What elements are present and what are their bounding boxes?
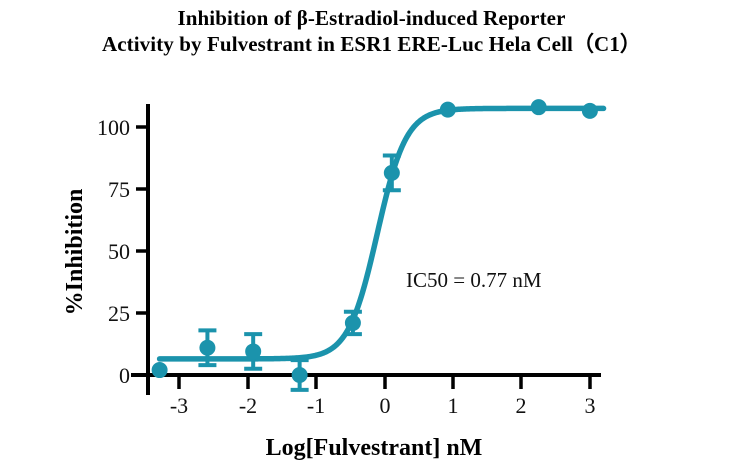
data-point-marker: [199, 339, 216, 356]
ic50-annotation: IC50 = 0.77 nM: [406, 268, 542, 292]
x-tick-label-2: 2: [516, 393, 527, 418]
chart-title-line-1: Inhibition of β-Estradiol-induced Report…: [177, 6, 566, 30]
data-point-marker: [291, 367, 308, 383]
x-tick-label--1: -1: [307, 393, 325, 418]
y-axis-title: %Inhibition: [62, 189, 88, 316]
y-tick-label-0: 0: [119, 363, 130, 388]
x-tick-label-1: 1: [448, 393, 459, 418]
chart-title: Inhibition of β-Estradiol-induced Report…: [0, 6, 743, 57]
x-tick-label--3: -3: [170, 393, 188, 418]
y-axis-tick-labels: 0 25 50 75 100: [97, 115, 130, 388]
y-axis-ticks: [136, 125, 148, 377]
x-axis-tick-labels: -3 -2 -1 0 1 2 3: [170, 393, 596, 418]
x-tick-label-3: 3: [585, 393, 596, 418]
x-axis-title: Log[Fulvestrant] nM: [266, 435, 483, 461]
dose-response-curve: [156, 105, 607, 362]
data-point-marker: [530, 99, 547, 116]
data-point-marker: [383, 164, 400, 181]
x-tick-label-0: 0: [380, 393, 391, 418]
data-point-marker: [344, 314, 361, 331]
data-point-marker: [151, 362, 168, 379]
data-point-marker: [439, 101, 456, 118]
data-point-marker: [245, 343, 262, 360]
chart-title-line-2: Activity by Fulvestrant in ESR1 ERE-Luc …: [101, 31, 642, 56]
y-tick-label-25: 25: [108, 301, 130, 326]
y-tick-label-100: 100: [97, 115, 130, 140]
x-tick-label--2: -2: [239, 393, 257, 418]
data-points-group: [151, 99, 598, 383]
error-bars-group: [198, 153, 401, 392]
x-axis-ticks: [177, 375, 592, 389]
y-tick-label-75: 75: [108, 177, 130, 202]
y-tick-label-50: 50: [108, 239, 130, 264]
data-point-marker: [581, 102, 598, 119]
